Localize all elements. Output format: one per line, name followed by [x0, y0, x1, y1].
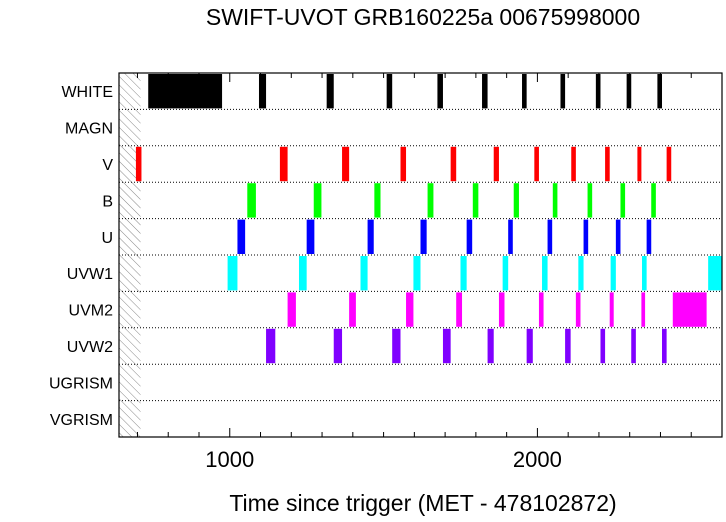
exposure-bar-v: [571, 146, 576, 182]
x-tick-label: 2000: [513, 447, 562, 472]
row-label-ugrism: UGRISM: [49, 375, 113, 392]
exposure-bar-white: [482, 74, 488, 109]
exposure-bar-uvw2: [487, 328, 494, 364]
exposure-bar-v: [342, 146, 350, 182]
exposure-bar-v: [534, 146, 539, 182]
exposure-bar-uvw2: [266, 328, 276, 364]
exposure-bar-white: [626, 74, 632, 109]
exposure-bar-u: [306, 219, 315, 254]
exposure-bar-white: [386, 74, 393, 109]
row-label-white: WHITE: [61, 84, 113, 101]
exposure-bar-uvm2: [456, 292, 463, 327]
exposure-bar-white: [560, 74, 566, 109]
exposure-bar-v: [279, 146, 288, 182]
exposure-bar-v: [135, 146, 142, 182]
exposure-bar-v: [400, 146, 407, 182]
exposure-bar-u: [547, 219, 553, 254]
exposure-bar-uvm2: [287, 292, 296, 327]
exposure-bar-uvw1: [227, 256, 238, 291]
exposure-bar-uvw1: [413, 256, 421, 291]
row-label-v: V: [102, 157, 113, 174]
exposure-bar-uvw1: [578, 256, 584, 291]
plot-frame: [118, 72, 723, 438]
exposure-bar-uvw2: [662, 328, 667, 364]
exposure-bar-v: [450, 146, 457, 182]
exposure-bar-white: [437, 74, 443, 109]
exposure-bar-uvm2: [641, 292, 646, 327]
exposure-bar-u: [646, 219, 652, 254]
exposure-bar-uvm2: [498, 292, 505, 327]
exposure-bar-uvw1: [502, 256, 509, 291]
exposure-bar-white: [326, 74, 334, 109]
exposure-bar-uvw2: [392, 328, 401, 364]
exposure-bar-b: [427, 183, 434, 218]
exposure-bar-b: [552, 183, 558, 218]
exposure-bar-u: [615, 219, 621, 254]
exposure-bar-v: [493, 146, 499, 182]
exposure-bar-uvw2: [526, 328, 533, 364]
exposure-bar-b: [472, 183, 479, 218]
exposure-bar-u: [237, 219, 246, 254]
exposure-bar-uvw2: [333, 328, 343, 364]
exposure-bar-uvw1: [542, 256, 548, 291]
exposure-bar-uvw2: [565, 328, 571, 364]
exposure-bar-b: [620, 183, 626, 218]
exposure-bar-b: [651, 183, 656, 218]
exposure-bar-uvw1: [642, 256, 647, 291]
exposure-bar-uvw1: [708, 256, 722, 291]
exposure-bar-b: [513, 183, 519, 218]
row-label-vgrism: VGRISM: [50, 412, 113, 429]
row-label-b: B: [102, 193, 113, 210]
chart-title: SWIFT-UVOT GRB160225a 00675998000: [205, 4, 641, 30]
exposure-bar-uvw1: [298, 256, 307, 291]
exposure-bar-u: [583, 219, 589, 254]
exposure-bar-b: [374, 183, 381, 218]
exposure-bar-uvm2: [609, 292, 614, 327]
exposure-bar-white: [522, 74, 527, 109]
row-label-magn: MAGN: [65, 121, 113, 138]
exposure-bar-uvm2: [406, 292, 414, 327]
exposure-bar-white: [657, 74, 663, 109]
exposure-bar-uvm2: [538, 292, 544, 327]
exposure-bar-white: [148, 74, 223, 109]
exposure-bar-uvw1: [460, 256, 467, 291]
row-label-u: U: [101, 230, 113, 247]
row-label-uvw1: UVW1: [67, 266, 113, 283]
row-label-uvm2: UVM2: [69, 303, 114, 320]
exposure-bar-uvm2: [575, 292, 581, 327]
exposure-bar-b: [313, 183, 322, 218]
exposure-bar-uvw1: [610, 256, 616, 291]
row-label-uvw2: UVW2: [67, 339, 113, 356]
exposure-bar-u: [420, 219, 427, 254]
exposure-bar-v: [637, 146, 642, 182]
hatched-region: [119, 73, 141, 437]
plot-area: [119, 73, 722, 437]
exposure-bar-uvw1: [360, 256, 368, 291]
x-tick-label: 1000: [205, 447, 254, 472]
exposure-bar-u: [367, 219, 374, 254]
exposure-bar-u: [508, 219, 513, 254]
exposure-bar-v: [605, 146, 610, 182]
x-axis-label: Time since trigger (MET - 478102872): [229, 490, 617, 516]
exposure-bar-uvw2: [631, 328, 636, 364]
exposure-bar-u: [466, 219, 473, 254]
exposure-bar-uvw2: [600, 328, 606, 364]
exposure-bar-b: [247, 183, 256, 218]
exposure-bar-uvm2: [349, 292, 356, 327]
exposure-bar-b: [587, 183, 593, 218]
exposure-bar-uvm2: [672, 292, 707, 327]
exposure-bar-uvw2: [442, 328, 451, 364]
exposure-bar-v: [666, 146, 672, 182]
exposure-bar-white: [595, 74, 601, 109]
exposure-bar-white: [258, 74, 267, 109]
